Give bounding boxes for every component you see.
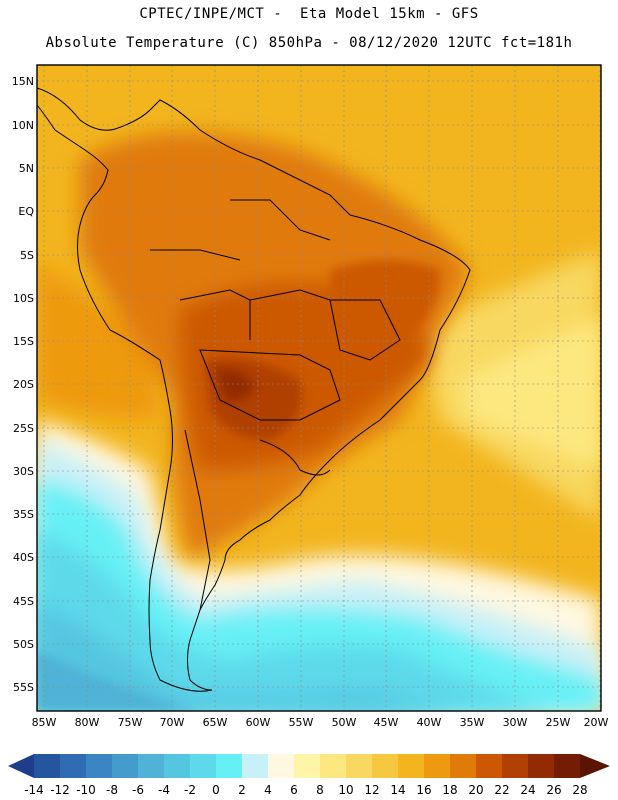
colorbar-segment	[164, 754, 190, 778]
colorbar-label: -10	[76, 783, 96, 797]
lat-label: 10S	[13, 292, 34, 305]
lat-label: 35S	[13, 508, 34, 521]
colorbar: -14 -12 -10 -8 -6 -4 -2 0 2 4 6 8 10 12 …	[8, 754, 610, 797]
colorbar-segment	[320, 754, 346, 778]
colorbar-segment	[346, 754, 372, 778]
colorbar-segment	[372, 754, 398, 778]
colorbar-segment	[294, 754, 320, 778]
colorbar-label: 4	[264, 783, 272, 797]
map-subtitle: Absolute Temperature (C) 850hPa - 08/12/…	[45, 35, 573, 51]
lon-label: 60W	[246, 716, 271, 729]
colorbar-label: 0	[212, 783, 220, 797]
colorbar-segment	[86, 754, 112, 778]
colorbar-label: 16	[416, 783, 431, 797]
lon-label: 55W	[289, 716, 314, 729]
lon-label: 65W	[203, 716, 228, 729]
colorbar-label: 10	[338, 783, 353, 797]
lon-label: 45W	[374, 716, 399, 729]
colorbar-label: 2	[238, 783, 246, 797]
colorbar-label: 24	[520, 783, 535, 797]
lon-label: 25W	[546, 716, 571, 729]
colorbar-segment	[502, 754, 528, 778]
colorbar-segment	[424, 754, 450, 778]
colorbar-segment	[60, 754, 86, 778]
graticule	[37, 65, 601, 711]
colorbar-label: 12	[364, 783, 379, 797]
colorbar-segment	[450, 754, 476, 778]
lon-label: 35W	[460, 716, 485, 729]
colorbar-segment	[242, 754, 268, 778]
colorbar-min-arrow	[8, 754, 34, 778]
lat-label: EQ	[18, 205, 34, 218]
colorbar-segment	[34, 754, 60, 778]
colorbar-segment	[268, 754, 294, 778]
lat-label: 50S	[13, 638, 34, 651]
colorbar-label: 8	[316, 783, 324, 797]
lon-label: 80W	[75, 716, 100, 729]
colorbar-label: -8	[106, 783, 118, 797]
lon-label: 50W	[332, 716, 357, 729]
latitude-axis: 15N 10N 5N EQ 5S 10S 15S 20S 25S 30S 35S…	[12, 75, 35, 694]
colorbar-max-arrow	[580, 754, 610, 778]
lat-label: 20S	[13, 378, 34, 391]
lon-label: 40W	[417, 716, 442, 729]
lon-label: 20W	[584, 716, 609, 729]
colorbar-segment	[476, 754, 502, 778]
colorbar-label: 6	[290, 783, 298, 797]
colorbar-label: -4	[158, 783, 170, 797]
lat-label: 40S	[13, 551, 34, 564]
colorbar-label: 26	[546, 783, 561, 797]
map-frame	[36, 64, 602, 712]
colorbar-label: -14	[24, 783, 44, 797]
lat-label: 55S	[13, 681, 34, 694]
lon-label: 85W	[32, 716, 57, 729]
lon-label: 75W	[118, 716, 143, 729]
colorbar-segment	[216, 754, 242, 778]
lat-label: 15S	[13, 335, 34, 348]
colorbar-label: -12	[50, 783, 70, 797]
lat-label: 25S	[13, 422, 34, 435]
colorbar-segment	[138, 754, 164, 778]
colorbar-label: -2	[184, 783, 196, 797]
lat-label: 15N	[12, 75, 34, 88]
colorbar-label: 28	[572, 783, 587, 797]
colorbar-segment	[398, 754, 424, 778]
map-title: CPTEC/INPE/MCT - Eta Model 15km - GFS	[139, 6, 479, 22]
colorbar-label: 14	[390, 783, 405, 797]
colorbar-segment	[554, 754, 580, 778]
longitude-axis: 85W 80W 75W 70W 65W 60W 55W 50W 45W 40W …	[32, 716, 609, 729]
lat-label: 5N	[19, 162, 34, 175]
colorbar-segment	[528, 754, 554, 778]
lat-label: 5S	[20, 249, 34, 262]
colorbar-segment	[190, 754, 216, 778]
lon-label: 30W	[503, 716, 528, 729]
colorbar-segment	[112, 754, 138, 778]
lat-label: 10N	[12, 119, 34, 132]
colorbar-label: 22	[494, 783, 509, 797]
colorbar-label: 18	[442, 783, 457, 797]
lat-label: 30S	[13, 465, 34, 478]
colorbar-label: 20	[468, 783, 483, 797]
temperature-field	[37, 65, 601, 711]
lon-label: 70W	[160, 716, 185, 729]
colorbar-label: -6	[132, 783, 144, 797]
lat-label: 45S	[13, 595, 34, 608]
coastlines	[37, 87, 471, 692]
